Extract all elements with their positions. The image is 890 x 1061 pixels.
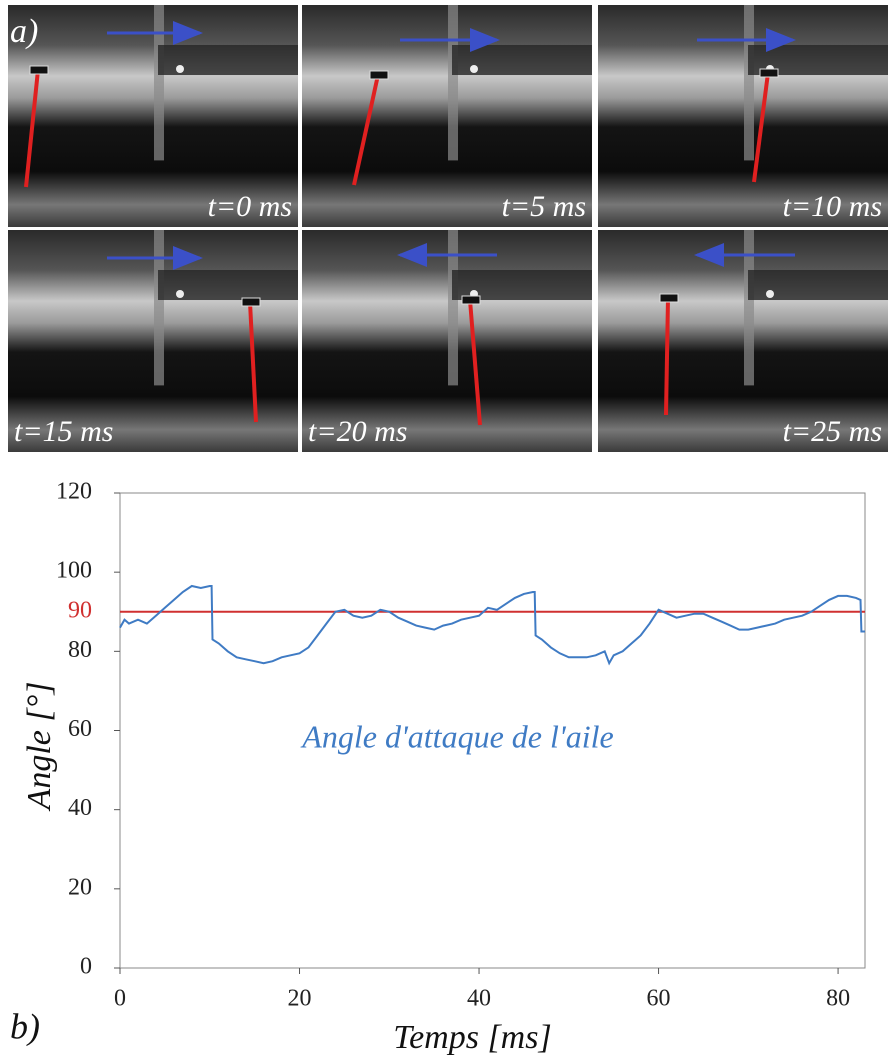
wing-line bbox=[468, 299, 482, 426]
pole bbox=[154, 230, 164, 386]
wing-line bbox=[24, 69, 40, 188]
annotation: Angle d'attaque de l'aile bbox=[300, 718, 613, 754]
wing-line bbox=[664, 297, 670, 416]
photo bbox=[8, 5, 298, 227]
pole bbox=[448, 230, 458, 386]
wing-line bbox=[248, 301, 258, 423]
x-tick-label: 80 bbox=[826, 986, 850, 1012]
light bbox=[176, 290, 184, 298]
time-label: t=5 ms bbox=[502, 190, 586, 223]
frame: t=25 ms bbox=[598, 230, 888, 452]
photo bbox=[598, 230, 888, 452]
photo bbox=[8, 230, 298, 452]
x-axis-label: Temps [ms] bbox=[393, 1019, 551, 1056]
photo-strip: t=0 ms t=5 ms t=10 ms t=15 ms t=20 ms t=25 ms bbox=[8, 5, 888, 452]
time-label: t=25 ms bbox=[783, 415, 882, 448]
data-line bbox=[119, 584, 865, 666]
panel-label: b) bbox=[10, 1006, 40, 1046]
y-tick-label: 0 bbox=[80, 954, 92, 980]
frame: t=0 ms bbox=[8, 5, 298, 227]
wing-root bbox=[461, 295, 481, 305]
light bbox=[176, 65, 184, 73]
time-label: t=10 ms bbox=[783, 190, 882, 223]
frame: t=10 ms bbox=[598, 5, 888, 227]
wing-line bbox=[352, 74, 380, 186]
y-tick-label: 60 bbox=[68, 716, 92, 742]
wing-root bbox=[241, 297, 261, 307]
frame: t=20 ms bbox=[302, 230, 592, 452]
x-tick-label: 20 bbox=[288, 986, 312, 1012]
time-label: t=15 ms bbox=[14, 415, 113, 448]
y-tick-label: 40 bbox=[68, 795, 92, 821]
chart: 0 20 40 60 80 100 120 0 20 40 60 80 90 Angle d'attaqu… bbox=[21, 479, 866, 1056]
frame: t=5 ms bbox=[302, 5, 592, 227]
panel-label: a) bbox=[10, 13, 38, 50]
wing-root bbox=[369, 70, 389, 80]
photo bbox=[302, 230, 592, 452]
pole bbox=[448, 5, 458, 161]
wing-root bbox=[29, 65, 49, 75]
x-tick-label: 60 bbox=[647, 986, 671, 1012]
photo bbox=[598, 5, 888, 227]
y-axis-label: Angle [°] bbox=[21, 682, 58, 812]
y-tick-label: 20 bbox=[68, 874, 92, 900]
frame: t=15 ms bbox=[8, 230, 298, 452]
time-label: t=20 ms bbox=[308, 415, 407, 448]
photo bbox=[302, 5, 592, 227]
light bbox=[470, 65, 478, 73]
x-tick-label: 0 bbox=[114, 986, 126, 1012]
wing-line bbox=[752, 72, 770, 183]
y-tick-label: 100 bbox=[56, 558, 92, 584]
pole bbox=[154, 5, 164, 161]
y-tick-label: 120 bbox=[56, 479, 92, 505]
time-label: t=0 ms bbox=[208, 190, 292, 223]
reference-label: 90 bbox=[68, 597, 92, 623]
pole bbox=[744, 5, 754, 161]
light bbox=[766, 290, 774, 298]
wing-root bbox=[659, 293, 679, 303]
wing-root bbox=[759, 68, 779, 78]
x-tick-label: 40 bbox=[467, 986, 491, 1012]
y-tick-label: 80 bbox=[68, 637, 92, 663]
pole bbox=[744, 230, 754, 386]
